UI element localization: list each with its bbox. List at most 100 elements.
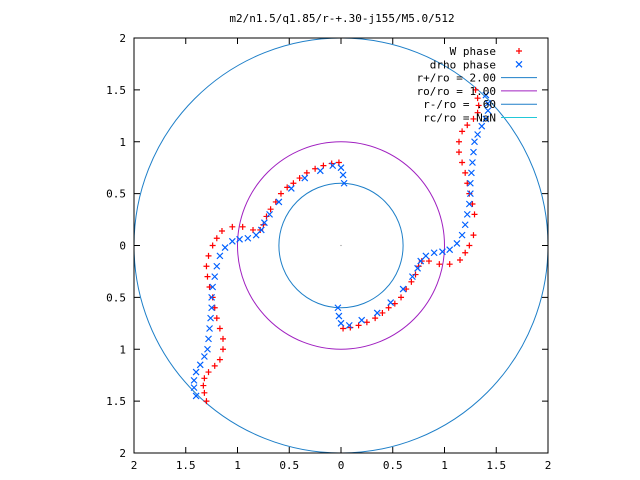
point-0-21 <box>239 223 246 230</box>
x-tick-label-2: 1 <box>234 459 241 472</box>
point-0-1 <box>201 389 208 396</box>
point-1-27 <box>316 167 324 175</box>
point-1-56 <box>470 148 477 156</box>
point-1-35 <box>345 321 353 329</box>
legend-label-1: drho phase <box>430 58 496 71</box>
point-0-57 <box>470 232 477 239</box>
point-1-52 <box>466 190 474 198</box>
point-0-32 <box>303 169 310 176</box>
point-0-17 <box>209 242 216 249</box>
point-1-45 <box>439 248 446 256</box>
point-0-68 <box>470 115 477 122</box>
point-0-55 <box>462 249 469 256</box>
point-1-20 <box>252 231 260 239</box>
point-0-53 <box>446 261 453 268</box>
point-1-3 <box>192 368 200 376</box>
point-0-48 <box>412 271 419 278</box>
legend-label-4: r-/ro = .60 <box>423 98 496 111</box>
point-1-62 <box>484 99 492 107</box>
x-tick-label-8: 2 <box>545 459 552 472</box>
point-0-36 <box>335 159 342 166</box>
point-1-26 <box>301 174 309 182</box>
point-0-5 <box>211 362 218 369</box>
point-0-61 <box>464 180 471 187</box>
point-0-27 <box>272 198 279 205</box>
circle-1 <box>237 141 445 350</box>
axis-ticks: 2 1.5 1 0.5 0 0.5 1 1.5 221.510.500.511.52 <box>106 32 551 472</box>
legend-label-2: r+/ro = 2.00 <box>417 72 496 85</box>
y-tick-label-5: 0.5 <box>106 291 126 304</box>
legend-label-0: W phase <box>450 45 496 58</box>
point-1-37 <box>373 309 381 317</box>
point-1-44 <box>430 249 438 257</box>
point-1-12 <box>209 283 217 291</box>
point-0-39 <box>355 322 362 329</box>
point-0-13 <box>206 284 213 290</box>
point-1-31 <box>340 179 348 187</box>
point-0-25 <box>263 213 270 220</box>
point-0-56 <box>466 242 473 249</box>
legend-label-3: ro/ro = 1.00 <box>417 85 496 98</box>
y-tick-label-6: 1 <box>119 343 126 356</box>
legend-swatch-1 <box>515 60 523 68</box>
series-0 <box>200 86 482 405</box>
point-1-30 <box>339 171 347 179</box>
point-0-64 <box>455 149 462 156</box>
point-1-1 <box>190 384 198 392</box>
point-0-72 <box>472 86 479 93</box>
point-1-22 <box>260 219 268 227</box>
point-0-19 <box>218 227 225 234</box>
point-0-59 <box>469 201 476 207</box>
x-tick-label-3: 0.5 <box>279 459 299 472</box>
point-1-16 <box>221 244 229 251</box>
point-0-38 <box>347 324 354 331</box>
point-1-57 <box>471 138 478 146</box>
point-0-11 <box>211 304 218 311</box>
point-1-40 <box>408 273 416 281</box>
point-1-36 <box>358 316 366 324</box>
point-0-50 <box>418 258 425 265</box>
x-tick-label-6: 1 <box>441 459 448 472</box>
y-tick-label-0: 2 <box>119 32 126 45</box>
point-0-41 <box>372 315 379 322</box>
legend-label-5: rc/ro = NaN <box>423 112 496 125</box>
point-1-38 <box>387 299 395 306</box>
point-1-59 <box>478 122 486 130</box>
point-1-9 <box>207 314 215 322</box>
point-1-53 <box>466 179 474 187</box>
point-0-62 <box>462 169 469 176</box>
y-tick-label-8: 2 <box>119 447 126 460</box>
x-tick-label-0: 2 <box>131 459 138 472</box>
point-0-9 <box>216 325 223 332</box>
point-1-39 <box>399 285 407 293</box>
point-0-26 <box>267 206 274 213</box>
point-1-61 <box>484 107 492 115</box>
series-layer <box>190 86 492 405</box>
point-0-65 <box>455 138 462 145</box>
point-1-41 <box>414 264 422 272</box>
point-0-69 <box>474 109 481 116</box>
point-1-60 <box>482 115 490 123</box>
x-tick-label-4: 0 <box>338 459 345 472</box>
point-1-42 <box>417 257 425 265</box>
point-0-37 <box>340 325 347 332</box>
point-0-2 <box>200 382 207 389</box>
y-tick-label-1: 1.5 <box>106 84 126 97</box>
origin-dot <box>340 244 342 247</box>
point-0-12 <box>209 294 216 301</box>
point-0-46 <box>403 286 410 293</box>
point-1-28 <box>329 162 337 170</box>
point-1-46 <box>446 246 454 254</box>
point-1-50 <box>463 210 471 218</box>
point-1-34 <box>337 319 345 327</box>
point-0-58 <box>471 211 478 218</box>
point-0-15 <box>203 263 210 270</box>
point-0-8 <box>220 335 227 342</box>
point-0-6 <box>216 356 223 363</box>
point-0-28 <box>277 190 284 197</box>
series-1 <box>190 91 492 400</box>
point-0-60 <box>466 190 473 197</box>
point-0-49 <box>415 263 422 270</box>
